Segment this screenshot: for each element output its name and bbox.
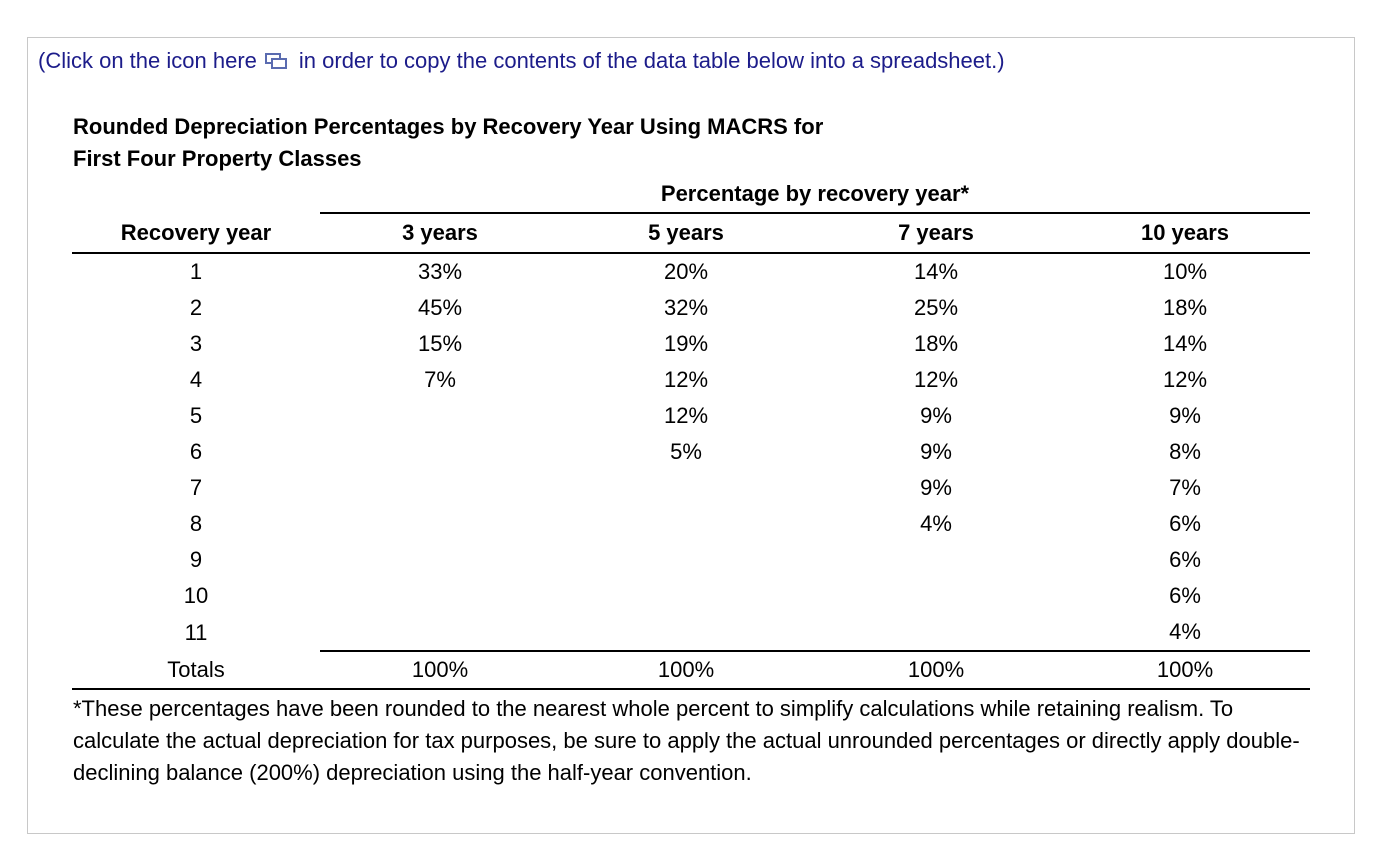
column-header: Recovery year bbox=[72, 213, 320, 254]
cell bbox=[560, 578, 812, 614]
cell bbox=[560, 506, 812, 542]
cell bbox=[812, 614, 1060, 651]
copy-icon[interactable] bbox=[264, 52, 287, 70]
cell bbox=[320, 578, 560, 614]
total-cell: 100% bbox=[560, 650, 812, 690]
cell bbox=[320, 434, 560, 470]
cell: 9 bbox=[189, 547, 203, 572]
data-row: 6 5% 9% 8% bbox=[72, 434, 1310, 470]
cell: 10 bbox=[183, 583, 209, 608]
data-row: 7 9% 7% bbox=[72, 470, 1310, 506]
total-cell: 100% bbox=[320, 650, 560, 690]
totals-row: Totals 100% 100% 100% 100% bbox=[72, 650, 1310, 690]
cell: 4 bbox=[189, 367, 203, 392]
data-row: 5 12% 9% 9% bbox=[72, 398, 1310, 434]
cell: 3 bbox=[189, 331, 203, 356]
cell: 11 bbox=[184, 619, 208, 645]
cell bbox=[812, 578, 1060, 614]
cell: 9% bbox=[920, 475, 952, 500]
cell: 12% bbox=[663, 367, 709, 392]
column-header: 10 years bbox=[1060, 213, 1310, 254]
data-row: 2 45% 32% 25% 18% bbox=[72, 290, 1310, 326]
cell: 10% bbox=[1162, 259, 1208, 284]
total-cell: Totals bbox=[72, 651, 320, 690]
cell: 5% bbox=[670, 439, 702, 464]
cell: 12% bbox=[913, 367, 959, 392]
header-row: Recovery year 3 years 5 years 7 years 10 yea… bbox=[72, 213, 1310, 254]
cell: 8% bbox=[1169, 439, 1201, 464]
cell: 8 bbox=[189, 511, 203, 536]
cell bbox=[812, 542, 1060, 578]
cell: 45% bbox=[417, 295, 463, 320]
cell: 6% bbox=[1169, 511, 1201, 536]
cell: 12% bbox=[663, 403, 709, 428]
cell: 6 bbox=[189, 439, 203, 464]
cell: 7 bbox=[189, 475, 203, 500]
title-line: First Four Property Classes bbox=[73, 146, 362, 171]
cell: 4% bbox=[920, 511, 952, 536]
cell: 2 bbox=[189, 295, 203, 320]
data-table: Percentage by recovery year* Recovery yea… bbox=[72, 176, 1310, 690]
cell: 6% bbox=[1169, 547, 1201, 572]
cell: 12% bbox=[1162, 367, 1208, 392]
cell bbox=[560, 542, 812, 578]
table-title: Rounded Depreciation Percentages by Reco… bbox=[73, 111, 823, 175]
cell: 1 bbox=[189, 259, 203, 284]
cell: 7% bbox=[1169, 475, 1201, 500]
total-cell: 100% bbox=[1060, 650, 1310, 690]
data-row: 4 7% 12% 12% 12% bbox=[72, 362, 1310, 398]
cell bbox=[320, 470, 560, 506]
title-line: Rounded Depreciation Percentages by Reco… bbox=[73, 114, 824, 139]
cell bbox=[560, 470, 812, 506]
cell: 14% bbox=[913, 259, 959, 284]
total-cell: 100% bbox=[812, 650, 1060, 690]
cell: 4% bbox=[1169, 619, 1201, 644]
panel-border bbox=[27, 37, 1355, 834]
cell bbox=[320, 506, 560, 542]
instruction-text: in order to copy the contents of the dat… bbox=[298, 48, 1005, 73]
cell: 20% bbox=[663, 259, 709, 284]
column-header: 5 years bbox=[560, 213, 812, 254]
instruction: (Click on the icon here in order to copy … bbox=[38, 48, 1005, 74]
data-row: 9 6% bbox=[72, 542, 1310, 578]
cell: 9% bbox=[920, 439, 952, 464]
cell: 9% bbox=[920, 403, 952, 428]
cell: 7% bbox=[424, 367, 456, 392]
group-header-row: Percentage by recovery year* bbox=[72, 176, 1310, 214]
cell: 33% bbox=[417, 259, 463, 284]
data-row: 1 33% 20% 14% 10% bbox=[72, 253, 1310, 290]
cell bbox=[320, 542, 560, 578]
cell: 19% bbox=[663, 331, 709, 356]
cell bbox=[320, 614, 560, 651]
cell: 6% bbox=[1169, 583, 1201, 608]
group-header: Percentage by recovery year* bbox=[320, 176, 1310, 214]
empty-cell bbox=[72, 176, 320, 213]
column-header: 3 years bbox=[320, 213, 560, 254]
cell bbox=[560, 614, 812, 651]
data-row: 8 4% 6% bbox=[72, 506, 1310, 542]
data-row: 3 15% 19% 18% 14% bbox=[72, 326, 1310, 362]
cell: 14% bbox=[1162, 331, 1208, 356]
footnote: *These percentages have been rounded to … bbox=[73, 696, 1300, 785]
cell: 15% bbox=[417, 331, 463, 356]
column-header: 7 years bbox=[812, 213, 1060, 254]
data-row: 11 4% bbox=[72, 614, 1310, 651]
cell: 18% bbox=[913, 331, 959, 356]
cell: 32% bbox=[663, 295, 709, 320]
cell: 25% bbox=[913, 295, 959, 320]
cell: 9% bbox=[1169, 403, 1201, 428]
cell: 18% bbox=[1162, 295, 1208, 320]
cell: 5 bbox=[189, 403, 203, 428]
cell bbox=[320, 398, 560, 434]
instruction-text: (Click on the icon here bbox=[38, 48, 257, 73]
data-row: 10 6% bbox=[72, 578, 1310, 614]
